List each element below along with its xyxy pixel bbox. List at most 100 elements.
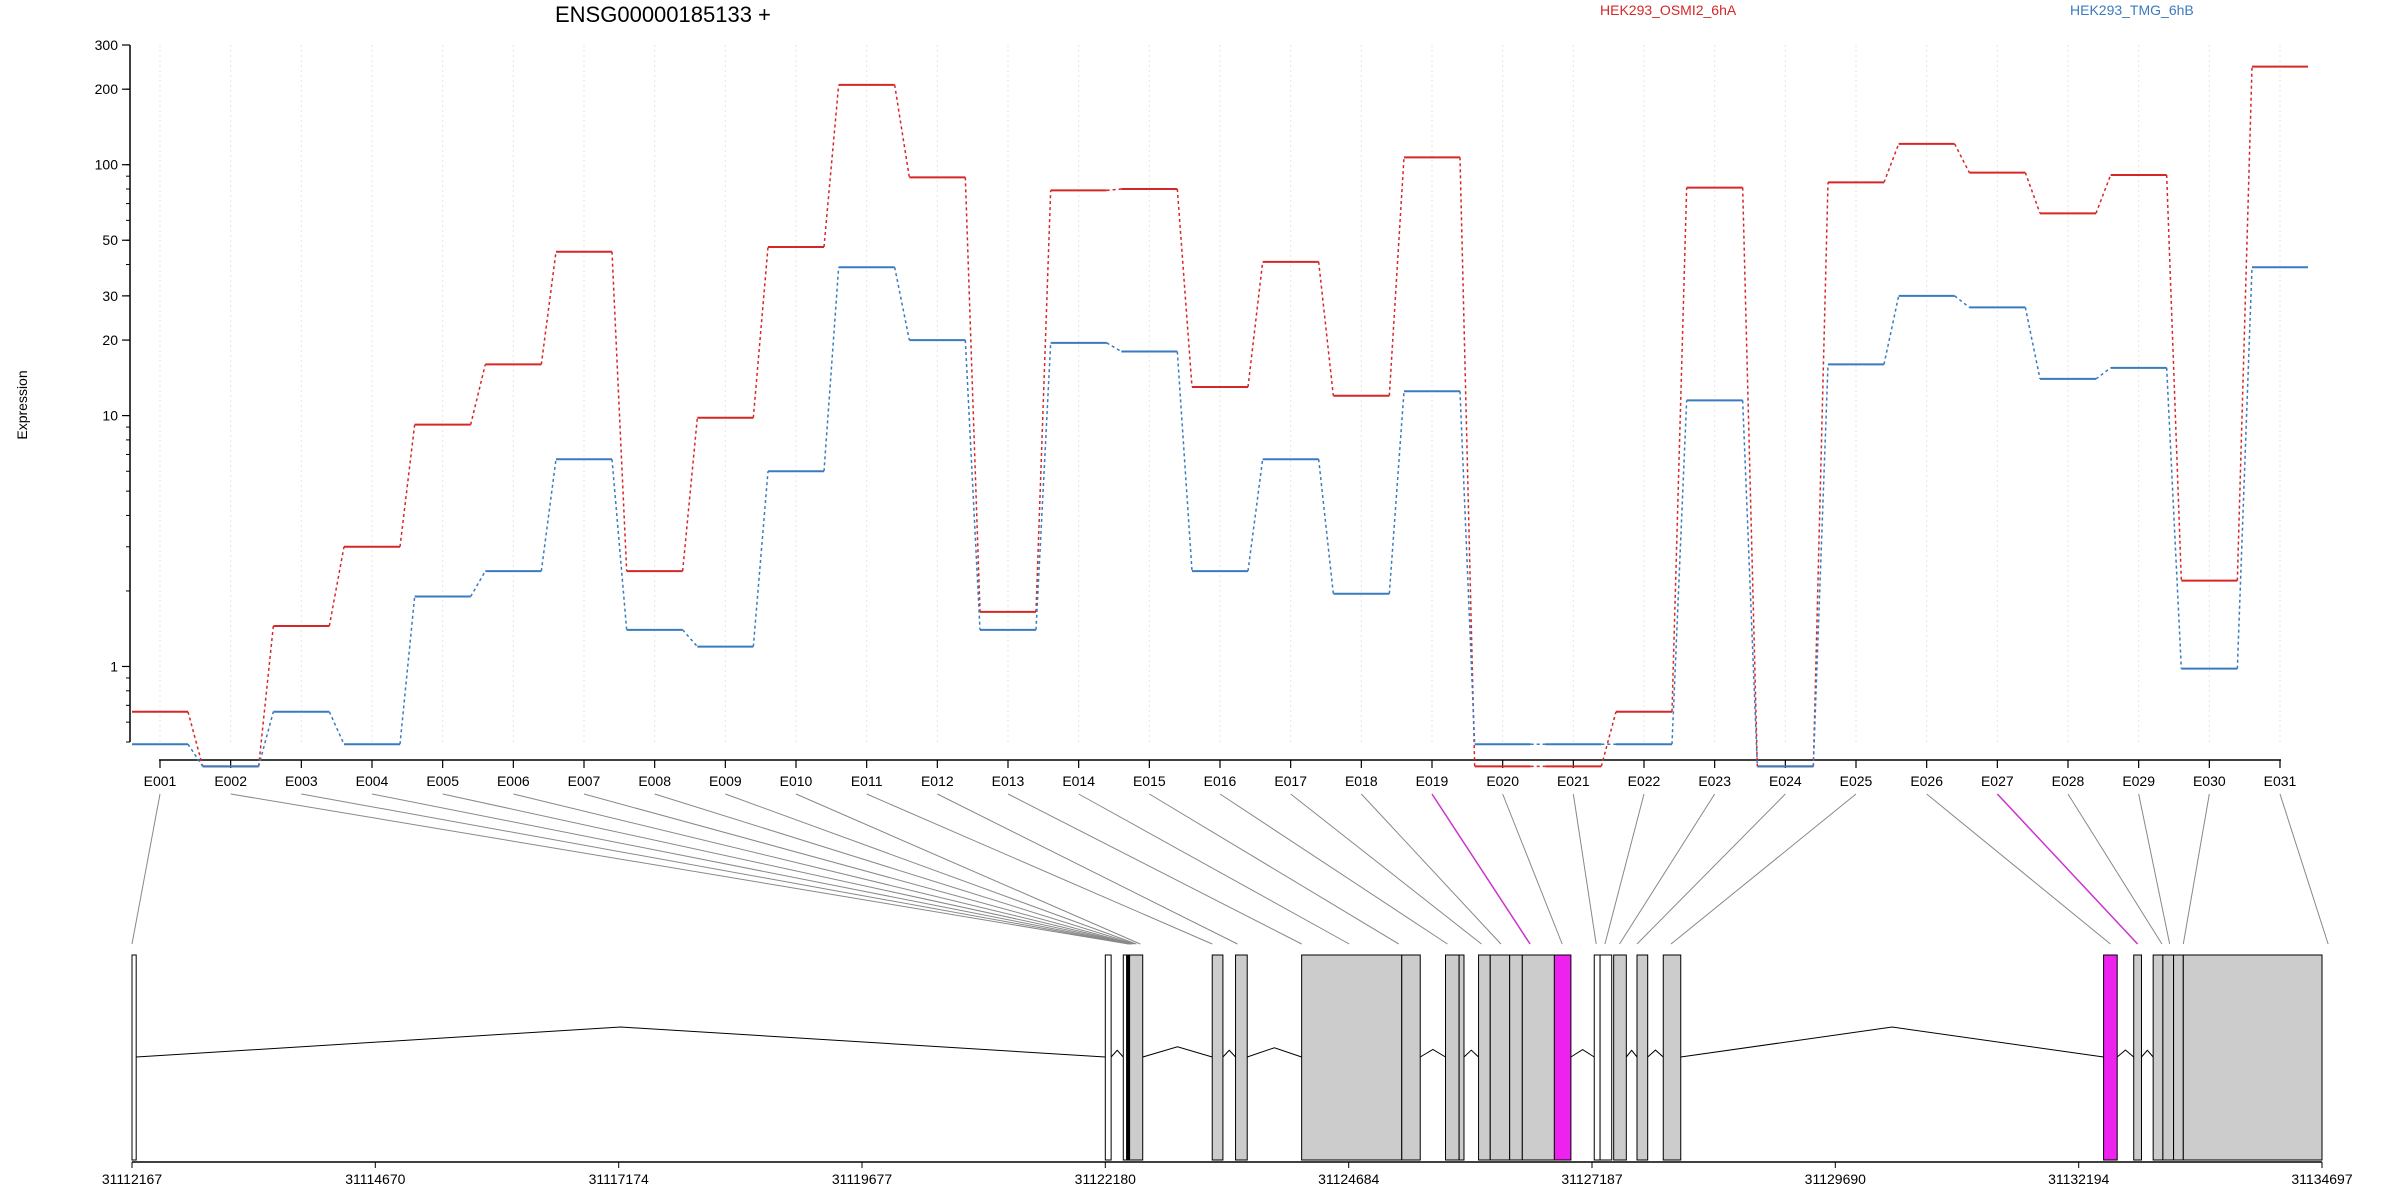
x-tick-label: E015	[1133, 773, 1166, 789]
series-connector	[1247, 261, 1264, 388]
exon-block	[2162, 954, 2175, 1161]
x-tick-label: E008	[638, 773, 671, 789]
exon-block	[1478, 954, 1491, 1161]
series-connector	[1247, 459, 1264, 572]
exon-block	[2173, 954, 2184, 1161]
exon-block	[2152, 954, 2164, 1161]
x-tick-label: E010	[780, 773, 813, 789]
exon-link	[1604, 793, 1645, 945]
exon-block	[1445, 954, 1460, 1161]
exon-block	[1301, 954, 1403, 1161]
series-a	[132, 65, 2308, 768]
y-tick-label: 300	[95, 37, 119, 53]
x-tick-label: E009	[709, 773, 742, 789]
series-connector	[1812, 364, 1829, 767]
y-axis: 1 10 20 30 50 100 200 300	[95, 37, 131, 743]
y-tick-label: 30	[102, 288, 118, 304]
x-tick-label: E016	[1204, 773, 1237, 789]
exon-link	[795, 793, 1141, 945]
exon-block	[1593, 954, 1601, 1161]
exon-block	[1599, 954, 1613, 1161]
exon-link	[2138, 793, 2171, 945]
series-connector	[2165, 367, 2183, 669]
x-tick-label: E020	[1486, 773, 1519, 789]
exon-link	[1670, 793, 1857, 945]
series-connector	[823, 267, 840, 472]
series-connector	[1388, 391, 1405, 594]
genomic-tick-label: 31122180	[1075, 1171, 1136, 1187]
series-connector	[1317, 459, 1335, 594]
genomic-tick-label: 31127187	[1561, 1171, 1622, 1187]
series-connector	[1883, 295, 1900, 365]
exon-link	[866, 793, 1213, 945]
intron-line	[1647, 1049, 1664, 1058]
series-connector	[2236, 267, 2253, 669]
x-tick-label: E017	[1274, 773, 1307, 789]
series-connector	[399, 424, 416, 547]
series-connector	[1954, 295, 1970, 308]
series-connector	[470, 570, 486, 597]
exon-link	[1636, 793, 1786, 945]
series-connector	[682, 629, 698, 648]
series-connector	[2236, 66, 2253, 581]
intron-line	[1222, 1049, 1236, 1058]
exon-block	[1104, 954, 1112, 1161]
x-tick-label: E003	[285, 773, 318, 789]
x-tick-label: E029	[2122, 773, 2155, 789]
x-tick-label: E024	[1769, 773, 1802, 789]
exon-link	[1078, 793, 1350, 945]
x-tick-label: E011	[851, 773, 883, 789]
x-tick-label: E004	[356, 773, 389, 789]
genomic-tick-label: 31119677	[832, 1171, 892, 1187]
exon-link	[654, 793, 1135, 945]
exon-link	[1619, 793, 1716, 945]
series-connector	[1812, 182, 1829, 767]
exon-link	[1996, 793, 2139, 945]
series-connector	[540, 459, 557, 572]
series-connector	[2165, 174, 2183, 581]
intron-line	[136, 1026, 1106, 1058]
exon-link	[937, 793, 1238, 945]
grid-lines	[159, 45, 2281, 742]
exon-link	[131, 793, 161, 945]
exon-link	[2279, 793, 2329, 945]
series-connector	[964, 177, 981, 612]
intron-line	[2141, 1049, 2154, 1058]
x-tick-label: E021	[1557, 773, 1590, 789]
series-connector	[1176, 351, 1193, 572]
exon-link	[2067, 793, 2163, 945]
intron-line	[2116, 1049, 2135, 1058]
exon-link	[513, 793, 1133, 945]
x-tick-label: E012	[921, 773, 954, 789]
series-connector	[1741, 187, 1759, 767]
exon-link	[301, 793, 1130, 945]
series-connector	[540, 251, 557, 365]
series-connector	[1600, 711, 1617, 767]
exon-block	[2182, 954, 2323, 1161]
gene-model	[131, 954, 2323, 1161]
exon-block	[1122, 954, 1128, 1161]
exon-block	[1211, 954, 1224, 1161]
exon-link	[1007, 793, 1302, 945]
exon-link	[1149, 793, 1400, 945]
exon-block	[2133, 954, 2142, 1161]
exon-block	[1489, 954, 1511, 1161]
exon-block	[1636, 954, 1649, 1161]
exon-block	[1662, 954, 1682, 1161]
series-connector	[681, 417, 699, 572]
x-tick-label: E002	[214, 773, 247, 789]
series-connector	[1106, 188, 1122, 192]
intron-line	[1570, 1049, 1595, 1058]
x-tick-label: E006	[497, 773, 530, 789]
exon-links	[131, 793, 2329, 945]
series-connector	[328, 546, 345, 627]
exon-link	[230, 793, 1129, 945]
intron-line	[1110, 1049, 1124, 1058]
series-connector	[257, 711, 275, 767]
x-tick-label: E026	[1910, 773, 1943, 789]
x-tick-label: E030	[2193, 773, 2226, 789]
x-tick-label: E031	[2264, 773, 2297, 789]
x-tick-label: E001	[144, 773, 177, 789]
series-connector	[2024, 307, 2041, 380]
